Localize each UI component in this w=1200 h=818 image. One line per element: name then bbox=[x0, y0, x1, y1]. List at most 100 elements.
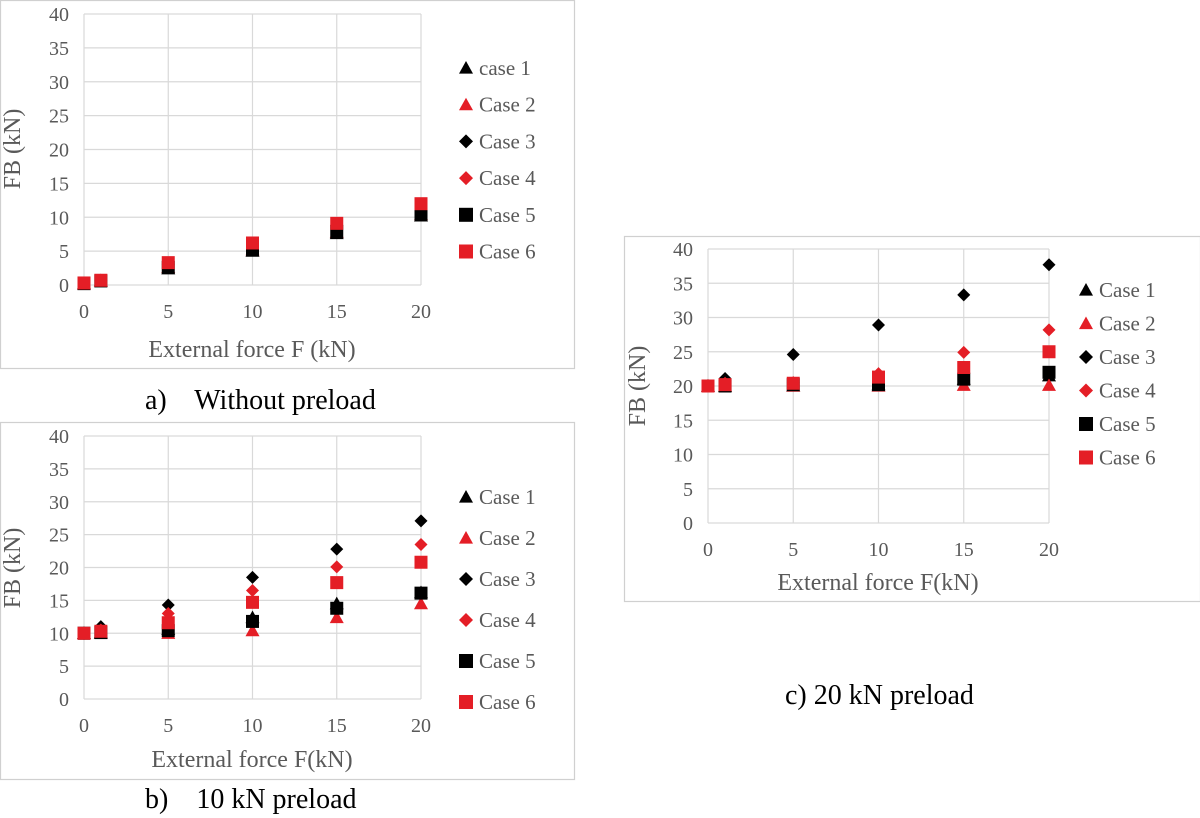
data-point bbox=[414, 537, 428, 551]
legend-label: Case 2 bbox=[1099, 312, 1156, 336]
legend-label: case 1 bbox=[479, 56, 531, 80]
y-tick-label: 30 bbox=[49, 72, 69, 94]
data-point bbox=[414, 596, 428, 610]
chart-panel-a: 0 5 10 15 20 25 30 35 40 0 5 10 15 20 External force F… bbox=[0, 0, 576, 370]
y-tick-label: 30 bbox=[673, 308, 693, 330]
legend-label: Case 4 bbox=[1099, 379, 1156, 403]
y-tick-label: 0 bbox=[59, 689, 69, 711]
data-point bbox=[957, 345, 971, 359]
y-tick-label: 5 bbox=[683, 479, 693, 501]
legend-marker bbox=[459, 490, 473, 503]
data-point bbox=[786, 376, 800, 390]
data-point bbox=[246, 614, 259, 628]
y-tick-label: 35 bbox=[49, 38, 69, 60]
y-tick-label: 15 bbox=[49, 590, 69, 612]
legend-label: Case 6 bbox=[1099, 446, 1156, 470]
legend-marker bbox=[459, 695, 473, 709]
data-point bbox=[330, 542, 344, 556]
data-point bbox=[161, 256, 175, 270]
data-point bbox=[1042, 258, 1056, 272]
y-tick-label: 25 bbox=[673, 342, 693, 364]
data-point bbox=[414, 197, 428, 211]
legend-marker bbox=[459, 61, 473, 74]
data-point bbox=[77, 276, 91, 290]
y-tick-label: 15 bbox=[673, 410, 693, 432]
data-point bbox=[94, 624, 108, 638]
y-tick-label: 40 bbox=[673, 239, 693, 261]
legend-marker bbox=[459, 613, 473, 627]
y-tick-label: 25 bbox=[49, 106, 69, 128]
data-point bbox=[246, 584, 259, 598]
y-tick-label: 40 bbox=[49, 4, 69, 26]
x-axis-title: External force F (kN) bbox=[148, 337, 355, 363]
data-point bbox=[329, 610, 344, 624]
legend-label: Case 4 bbox=[479, 608, 536, 632]
y-tick-label: 30 bbox=[49, 492, 69, 514]
legend-marker bbox=[1079, 350, 1093, 364]
legend-marker bbox=[1079, 383, 1093, 398]
legend-marker bbox=[1079, 316, 1093, 330]
legend-marker bbox=[1079, 283, 1093, 296]
y-tick-label: 10 bbox=[673, 445, 693, 467]
series-c-6 bbox=[701, 345, 1056, 393]
x-tick-label: 0 bbox=[79, 301, 89, 323]
x-axis-title: External force F(kN) bbox=[151, 747, 352, 773]
data-point bbox=[1042, 378, 1056, 391]
data-point bbox=[957, 372, 971, 386]
y-tick-label: 10 bbox=[49, 207, 69, 229]
chart-frame-b bbox=[0, 421, 576, 781]
legend-label: Case 1 bbox=[1099, 278, 1156, 302]
chart-panel-b: 0 5 10 15 20 25 30 35 40 0 5 10 15 20 External force F… bbox=[0, 421, 576, 781]
x-tick-label: 10 bbox=[869, 539, 889, 561]
data-point bbox=[94, 273, 108, 287]
legend-marker bbox=[459, 207, 473, 222]
data-point bbox=[414, 208, 428, 222]
legend-marker bbox=[1079, 417, 1093, 431]
legend-label: Case 3 bbox=[479, 567, 536, 591]
data-point bbox=[1042, 365, 1056, 379]
y-tick-label: 20 bbox=[673, 376, 693, 398]
x-tick-label: 15 bbox=[327, 301, 347, 323]
x-axis-title: External force F(kN) bbox=[777, 570, 978, 596]
y-tick-label: 20 bbox=[49, 558, 69, 580]
x-tick-label: 15 bbox=[327, 715, 347, 737]
data-point bbox=[701, 379, 715, 393]
legend-label: Case 2 bbox=[479, 526, 536, 550]
chart-panel-c: 0 5 10 15 20 25 30 35 40 0 5 10 15 20 External force F… bbox=[623, 235, 1200, 603]
chart-frame-a bbox=[0, 0, 576, 370]
data-point bbox=[1042, 323, 1056, 337]
legend-marker bbox=[1079, 450, 1093, 465]
y-tick-label: 0 bbox=[683, 513, 693, 535]
data-point bbox=[414, 514, 428, 528]
x-tick-label: 20 bbox=[411, 301, 431, 323]
x-tick-label: 5 bbox=[163, 301, 173, 323]
data-point bbox=[77, 626, 91, 640]
legend-marker bbox=[459, 654, 473, 668]
caption-b: b) 10 kN preload bbox=[145, 784, 357, 815]
data-point bbox=[330, 216, 344, 230]
data-point bbox=[414, 555, 428, 569]
y-tick-label: 5 bbox=[59, 241, 69, 263]
data-point bbox=[414, 586, 428, 600]
legend-marker bbox=[459, 171, 473, 186]
legend-label: Case 4 bbox=[479, 166, 536, 190]
y-tick-label: 35 bbox=[49, 459, 69, 481]
y-axis-title: FB (kN) bbox=[0, 528, 26, 609]
series-a-6 bbox=[77, 197, 428, 290]
legend-label: Case 3 bbox=[1099, 345, 1156, 369]
y-tick-label: 15 bbox=[49, 173, 69, 195]
data-point bbox=[161, 598, 175, 612]
legend-marker bbox=[459, 531, 473, 544]
data-point bbox=[161, 616, 175, 630]
y-tick-label: 25 bbox=[49, 525, 69, 547]
data-point bbox=[245, 623, 260, 637]
data-point bbox=[872, 318, 885, 332]
data-point bbox=[718, 378, 732, 392]
x-tick-label: 10 bbox=[243, 715, 263, 737]
legend-label: Case 5 bbox=[1099, 412, 1156, 436]
y-tick-label: 40 bbox=[49, 426, 69, 448]
data-point bbox=[957, 288, 971, 302]
data-point bbox=[246, 570, 259, 584]
y-tick-label: 10 bbox=[49, 623, 69, 645]
